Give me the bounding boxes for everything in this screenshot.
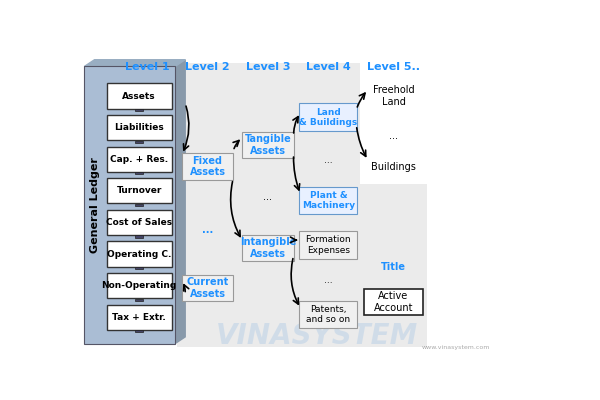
Text: Level 1: Level 1 bbox=[125, 62, 169, 72]
Text: ...: ... bbox=[263, 192, 272, 202]
FancyBboxPatch shape bbox=[107, 178, 172, 204]
Text: Level 4: Level 4 bbox=[306, 62, 351, 72]
Text: Plant &
Machinery: Plant & Machinery bbox=[302, 191, 355, 210]
FancyBboxPatch shape bbox=[135, 330, 143, 332]
Text: Tangible
Assets: Tangible Assets bbox=[245, 134, 292, 156]
FancyBboxPatch shape bbox=[182, 275, 233, 301]
FancyBboxPatch shape bbox=[242, 235, 293, 261]
Polygon shape bbox=[84, 60, 185, 66]
Text: Patents,
and so on: Patents, and so on bbox=[307, 305, 350, 324]
FancyBboxPatch shape bbox=[107, 304, 172, 330]
Text: Non-Operating: Non-Operating bbox=[101, 281, 177, 290]
Text: General Ledger: General Ledger bbox=[89, 157, 100, 253]
FancyBboxPatch shape bbox=[364, 289, 422, 315]
FancyBboxPatch shape bbox=[135, 172, 143, 174]
Text: Title: Title bbox=[381, 262, 406, 272]
Text: Level 2: Level 2 bbox=[185, 62, 230, 72]
Text: Level 3: Level 3 bbox=[246, 62, 290, 72]
FancyBboxPatch shape bbox=[242, 132, 293, 158]
Text: Freehold
Land: Freehold Land bbox=[373, 85, 415, 106]
Text: ...: ... bbox=[202, 225, 213, 235]
FancyBboxPatch shape bbox=[107, 84, 172, 109]
Text: www.vinasystem.com: www.vinasystem.com bbox=[422, 346, 490, 350]
Text: Level 5..: Level 5.. bbox=[367, 62, 420, 72]
FancyBboxPatch shape bbox=[299, 300, 358, 328]
FancyBboxPatch shape bbox=[295, 63, 362, 347]
FancyBboxPatch shape bbox=[135, 140, 143, 143]
FancyBboxPatch shape bbox=[135, 204, 143, 206]
Text: ...: ... bbox=[324, 156, 333, 165]
FancyBboxPatch shape bbox=[360, 63, 427, 184]
Text: Turnover: Turnover bbox=[116, 186, 162, 195]
FancyBboxPatch shape bbox=[299, 104, 358, 131]
FancyBboxPatch shape bbox=[360, 63, 427, 347]
Polygon shape bbox=[175, 60, 185, 344]
Text: Intangible
Assets: Intangible Assets bbox=[240, 238, 296, 259]
Text: ...: ... bbox=[389, 131, 398, 141]
FancyBboxPatch shape bbox=[182, 154, 233, 180]
Text: ...: ... bbox=[324, 276, 333, 285]
Text: Cap. + Res.: Cap. + Res. bbox=[110, 155, 168, 164]
FancyBboxPatch shape bbox=[107, 273, 172, 298]
Text: Active
Account: Active Account bbox=[374, 291, 413, 313]
Text: Assets: Assets bbox=[122, 92, 156, 100]
Text: Liabilities: Liabilities bbox=[114, 123, 164, 132]
FancyBboxPatch shape bbox=[299, 186, 358, 214]
FancyBboxPatch shape bbox=[135, 235, 143, 238]
FancyBboxPatch shape bbox=[107, 210, 172, 235]
FancyBboxPatch shape bbox=[107, 115, 172, 140]
FancyBboxPatch shape bbox=[135, 267, 143, 269]
Text: Current
Assets: Current Assets bbox=[187, 278, 229, 299]
Text: Formation
Expenses: Formation Expenses bbox=[305, 236, 351, 255]
Text: Operating C.: Operating C. bbox=[107, 250, 172, 258]
FancyBboxPatch shape bbox=[107, 241, 172, 267]
FancyBboxPatch shape bbox=[84, 66, 175, 344]
FancyBboxPatch shape bbox=[299, 231, 358, 259]
FancyBboxPatch shape bbox=[135, 109, 143, 111]
FancyBboxPatch shape bbox=[107, 147, 172, 172]
Text: Buildings: Buildings bbox=[371, 162, 416, 172]
FancyBboxPatch shape bbox=[238, 63, 298, 347]
Text: Tax + Extr.: Tax + Extr. bbox=[112, 313, 166, 322]
Text: Fixed
Assets: Fixed Assets bbox=[190, 156, 226, 177]
Text: Cost of Sales: Cost of Sales bbox=[106, 218, 172, 227]
FancyBboxPatch shape bbox=[135, 298, 143, 301]
Text: VINASYSTEM: VINASYSTEM bbox=[215, 322, 418, 350]
Text: Land
& Buildings: Land & Buildings bbox=[299, 108, 358, 127]
FancyBboxPatch shape bbox=[178, 63, 238, 347]
